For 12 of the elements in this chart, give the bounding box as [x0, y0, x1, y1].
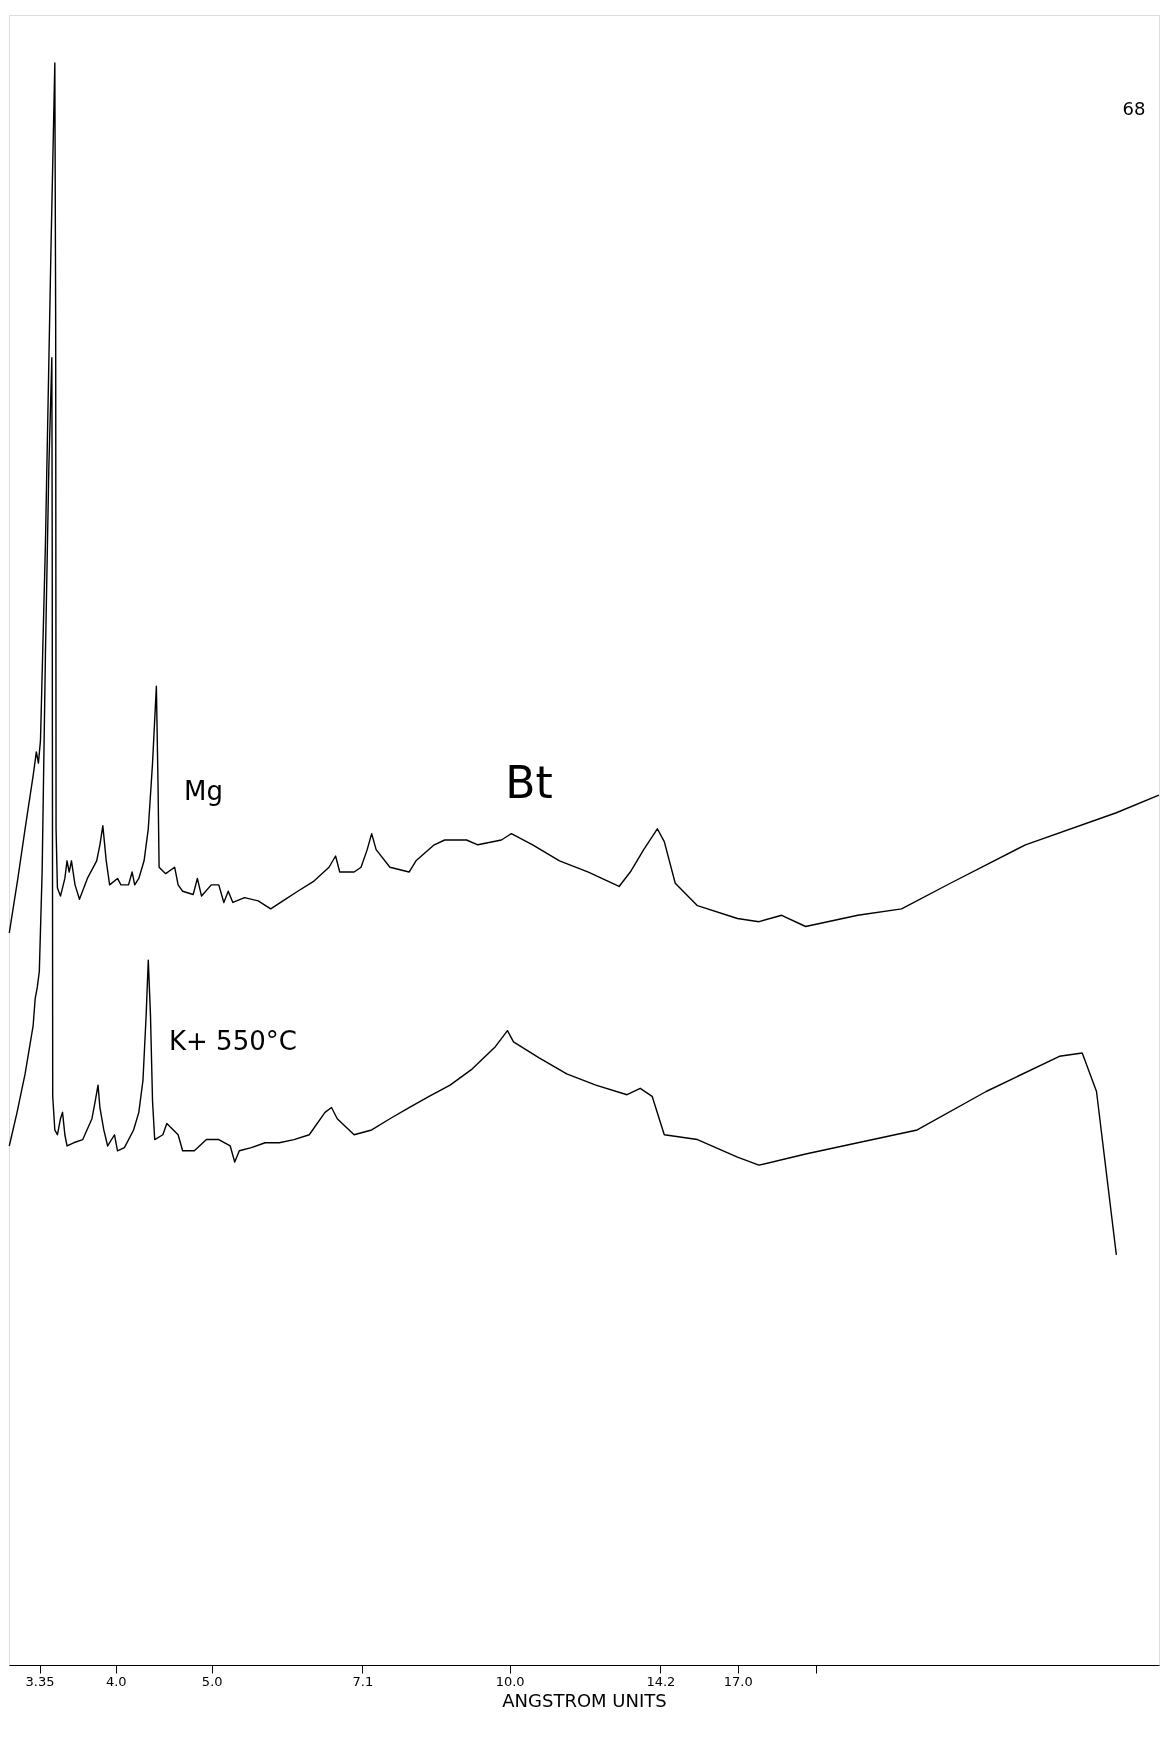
x-tick-label: 3.35: [25, 1673, 55, 1689]
x-tick-label: 14.2: [646, 1673, 676, 1689]
annotation: 68: [1122, 98, 1146, 119]
x-tick-label: 10.0: [495, 1673, 525, 1689]
x-axis-title: ANGSTROM UNITS: [502, 1689, 667, 1711]
x-tick-label: 7.1: [352, 1673, 374, 1689]
x-tick-label: 4.0: [105, 1673, 127, 1689]
annotation: Bt: [505, 757, 553, 808]
x-tick-label: 5.0: [201, 1673, 223, 1689]
series-label: Mg: [184, 776, 223, 806]
series-label: K+ 550°C: [169, 1026, 297, 1056]
x-tick-label: 17.0: [723, 1673, 753, 1689]
